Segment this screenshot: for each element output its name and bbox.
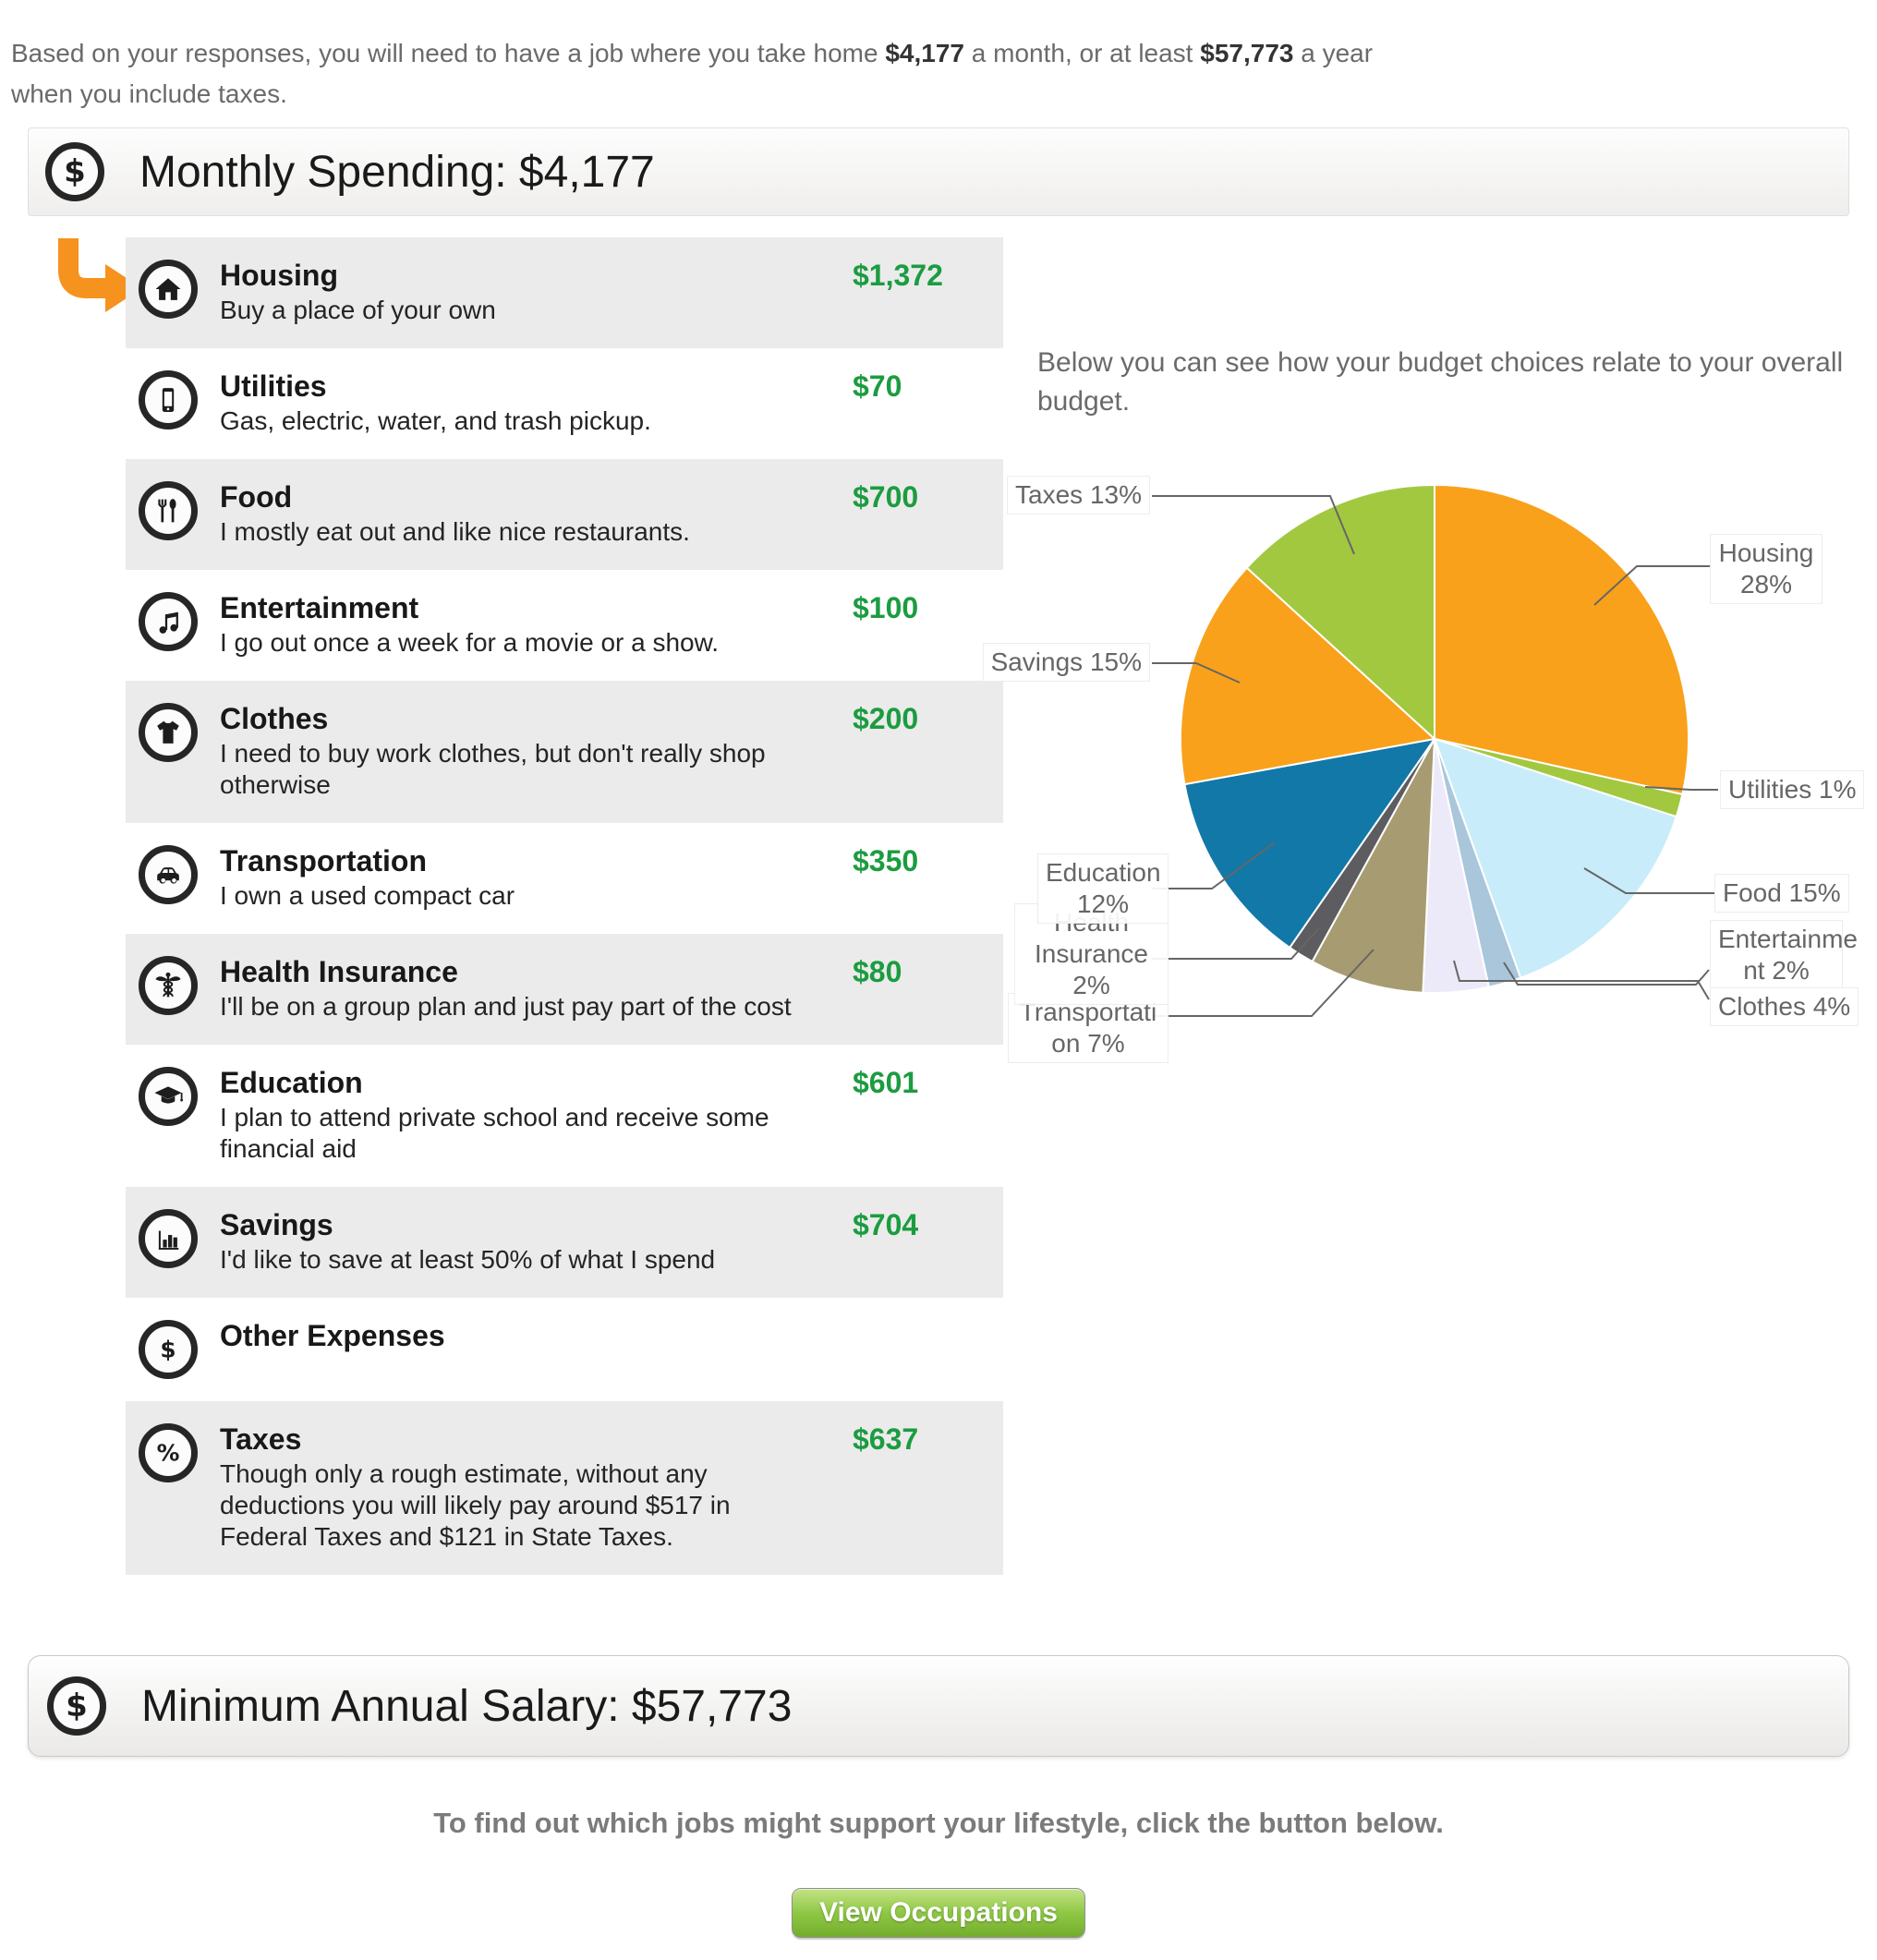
- pie-label-entertainment: Entertainme nt 2%: [1710, 920, 1858, 990]
- row-title: Clothes: [220, 702, 329, 735]
- pie-label-housing: Housing 28%: [1710, 534, 1823, 604]
- row-description: Buy a place of your own: [220, 296, 496, 324]
- row-description: I plan to attend private school and rece…: [220, 1103, 769, 1163]
- spending-row-clothes[interactable]: Clothes I need to buy work clothes, but d…: [126, 681, 1003, 823]
- spending-row-transportation[interactable]: Transportation I own a used compact car $3…: [126, 823, 1003, 934]
- row-description: I'd like to save at least 50% of what I …: [220, 1245, 716, 1274]
- row-amount: $350: [853, 844, 919, 877]
- pie-leader-line-food: [1583, 867, 1714, 894]
- monthly-spending-header: $ Monthly Spending: $4,177: [28, 127, 1849, 216]
- footer-instruction: To find out which jobs might support you…: [433, 1807, 1444, 1839]
- spending-row-food[interactable]: Food I mostly eat out and like nice resta…: [126, 459, 1003, 570]
- pie-label-food: Food 15%: [1714, 874, 1849, 913]
- row-description: I mostly eat out and like nice restauran…: [220, 517, 690, 546]
- bar-chart-icon: [139, 1209, 198, 1268]
- spending-row-utilities[interactable]: Utilities Gas, electric, water, and trash…: [126, 348, 1003, 459]
- row-amount: $637: [853, 1422, 919, 1456]
- tshirt-icon: [139, 703, 198, 762]
- spending-row-housing[interactable]: Housing Buy a place of your own $1,372: [126, 237, 1003, 348]
- row-title: Food: [220, 480, 293, 514]
- row-title: Other Expenses: [220, 1319, 445, 1352]
- row-title: Transportation: [220, 844, 428, 877]
- pie-label-taxes: Taxes 13%: [1007, 476, 1150, 514]
- pie-slice-education: [1183, 738, 1435, 949]
- music-note-icon: [139, 592, 198, 651]
- minimum-annual-salary-bar: $ Minimum Annual Salary: $57,773: [28, 1655, 1849, 1757]
- pie-label-savings: Savings 15%: [982, 643, 1150, 682]
- budget-pie-chart: [1152, 484, 1718, 1017]
- row-title: Housing: [220, 259, 338, 292]
- car-icon: [139, 845, 198, 904]
- pie-leader-line-clothes: [1453, 960, 1710, 1000]
- spending-row-other-expenses[interactable]: $ Other Expenses: [126, 1298, 1003, 1401]
- row-amount: $704: [853, 1208, 919, 1241]
- pie-leader-line-savings: [1152, 662, 1241, 684]
- mobile-phone-icon: [139, 370, 198, 430]
- pie-slice-savings: [1180, 566, 1435, 786]
- row-amount: $601: [853, 1066, 919, 1099]
- dollar-circle-icon: $: [47, 1676, 106, 1736]
- pie-label-utilities: Utilities 1%: [1720, 770, 1865, 809]
- pie-slice-taxes: [1245, 484, 1435, 740]
- row-description: I own a used compact car: [220, 881, 515, 910]
- pie-slice-transportation: [1311, 738, 1435, 994]
- row-description: I need to buy work clothes, but don't re…: [220, 739, 766, 799]
- row-description: Though only a rough estimate, without an…: [220, 1459, 731, 1551]
- svg-text:$: $: [160, 1336, 176, 1362]
- budget-chart-note: Below you can see how your budget choice…: [1037, 347, 1844, 417]
- row-title: Taxes: [220, 1422, 302, 1456]
- row-amount: $700: [853, 480, 919, 514]
- pie-label-education: Education 12%: [1037, 853, 1169, 924]
- pie-slice-food: [1434, 738, 1677, 979]
- spending-row-entertainment[interactable]: Entertainment I go out once a week for a …: [126, 570, 1003, 681]
- row-amount: $100: [853, 591, 919, 624]
- house-icon: [139, 260, 198, 319]
- row-amount: $70: [853, 369, 902, 403]
- spending-row-taxes[interactable]: % Taxes Though only a rough estimate, with…: [126, 1401, 1003, 1575]
- row-description: Gas, electric, water, and trash pickup.: [220, 406, 651, 435]
- row-title: Savings: [220, 1208, 333, 1241]
- pie-leader-line-entertainment: [1503, 962, 1710, 986]
- row-amount: $1,372: [853, 259, 943, 292]
- row-description: I go out once a week for a movie or a sh…: [220, 628, 720, 657]
- dollar-circle-icon: $: [45, 142, 104, 201]
- pie-leader-line-education: [1152, 841, 1276, 889]
- pie-slice-housing: [1434, 484, 1689, 795]
- pie-leader-line-health-insurance: [1152, 927, 1320, 960]
- dollar-circle-icon: $: [139, 1320, 198, 1379]
- row-title: Utilities: [220, 369, 327, 403]
- current-row-arrow-icon: [54, 236, 146, 318]
- row-description: I'll be on a group plan and just pay par…: [220, 992, 792, 1021]
- view-occupations-button[interactable]: View Occupations: [792, 1888, 1085, 1938]
- row-title: Health Insurance: [220, 955, 458, 988]
- spending-row-health-insurance[interactable]: Health Insurance I'll be on a group plan …: [126, 934, 1003, 1045]
- spending-row-education[interactable]: Education I plan to attend private school…: [126, 1045, 1003, 1187]
- utensils-icon: [139, 481, 198, 540]
- pie-leader-line-transportation: [1152, 949, 1374, 1017]
- monthly-spending-title: Monthly Spending: $4,177: [139, 147, 655, 197]
- pie-leader-line-housing: [1593, 565, 1712, 606]
- pie-label-clothes: Clothes 4%: [1710, 987, 1859, 1026]
- row-title: Education: [220, 1066, 363, 1099]
- intro-text: Based on your responses, you will need t…: [11, 39, 1374, 108]
- spending-list: Housing Buy a place of your own $1,372 Util…: [126, 237, 1003, 1575]
- caduceus-icon: [139, 956, 198, 1015]
- svg-text:%: %: [157, 1439, 180, 1466]
- row-amount: $80: [853, 955, 902, 988]
- row-amount: $200: [853, 702, 919, 735]
- row-title: Entertainment: [220, 591, 419, 624]
- percent-icon: %: [139, 1423, 198, 1482]
- pie-leader-line-utilities: [1644, 786, 1718, 791]
- spending-row-savings[interactable]: Savings I'd like to save at least 50% of …: [126, 1187, 1003, 1298]
- graduation-cap-icon: [139, 1067, 198, 1126]
- pie-leader-line-taxes: [1152, 495, 1355, 555]
- minimum-annual-salary-title: Minimum Annual Salary: $57,773: [141, 1681, 793, 1731]
